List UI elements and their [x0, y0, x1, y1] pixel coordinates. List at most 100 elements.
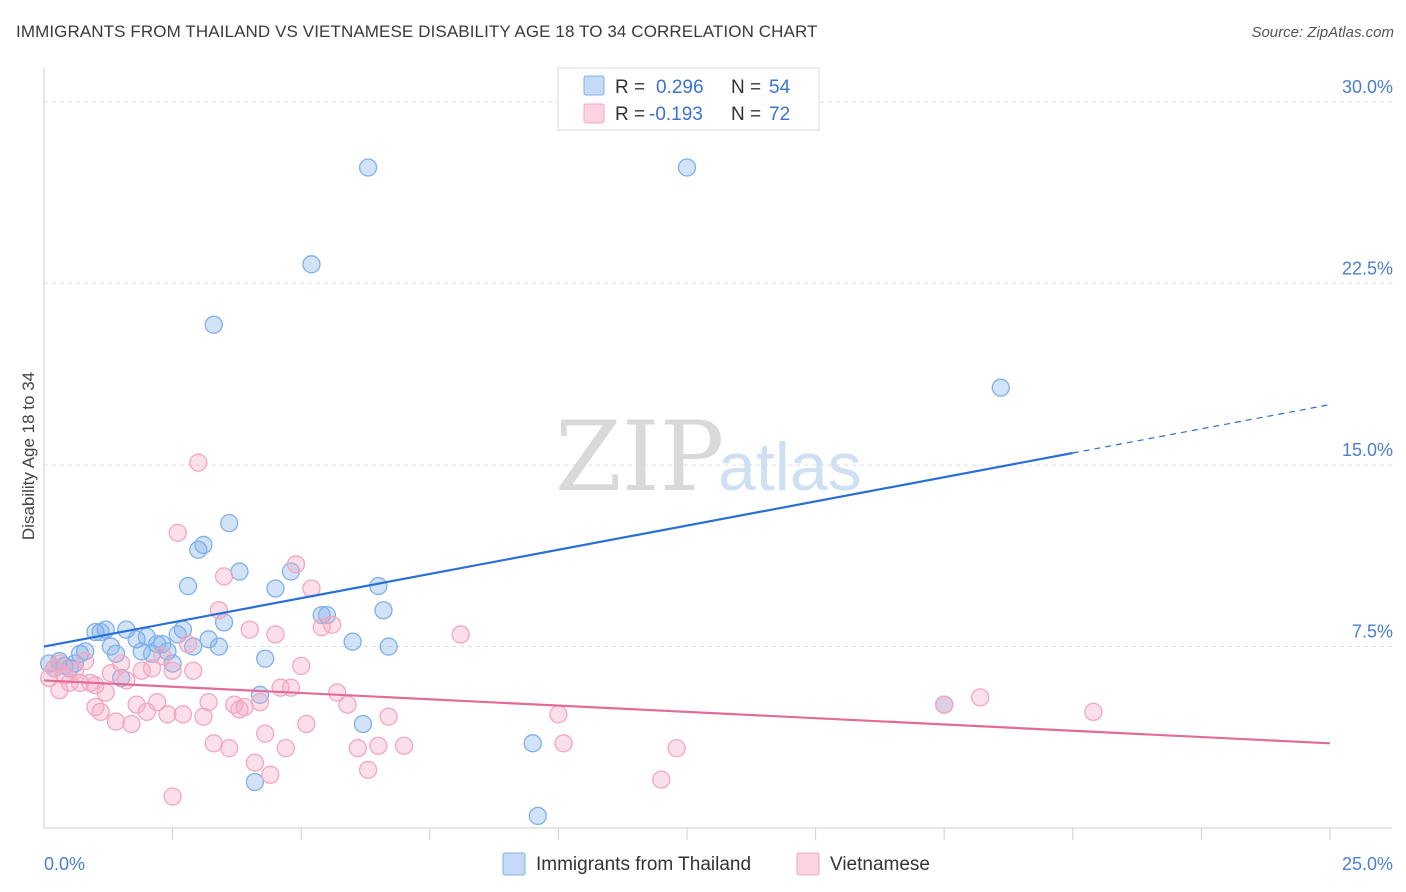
thailand-trend-line [43, 451, 1074, 648]
vietnamese-point [112, 654, 131, 673]
thailand-point [302, 255, 321, 274]
vietnamese-point [261, 765, 280, 784]
axes [43, 68, 1392, 840]
legend-n-value-thailand: 54 [769, 77, 791, 98]
vietnamese-point [184, 661, 203, 680]
thailand-point [220, 514, 239, 533]
vietnamese-point [91, 702, 110, 722]
thailand-point [369, 576, 388, 596]
vietnamese-point [220, 739, 239, 758]
vietnamese-point [652, 770, 671, 789]
thailand-point [76, 642, 95, 661]
thailand-point [353, 714, 373, 734]
vietnamese-point [322, 615, 342, 634]
vietnamese-point [549, 705, 568, 724]
x-tick-label-max: 25.0% [1342, 854, 1393, 874]
watermark: ZIP atlas [555, 401, 862, 513]
thailand-point [194, 535, 213, 555]
bottom-legend-swatch-thailand [502, 852, 526, 876]
vietnamese-point [204, 734, 223, 753]
vietnamese-point [163, 661, 182, 680]
vietnamese-point [369, 736, 388, 755]
vietnamese-point [1084, 702, 1103, 722]
vietnamese-point [173, 705, 193, 724]
vietnamese-point [50, 654, 69, 673]
thailand-point [204, 315, 223, 334]
legend-swatch-vietnamese [583, 103, 605, 124]
legend-n-value-vietnamese: 72 [769, 104, 790, 125]
vietnamese-point [286, 555, 306, 574]
vietnamese-point [148, 693, 167, 712]
legend-n-label-thailand: N = [731, 77, 761, 98]
vietnamese-point [266, 625, 285, 644]
watermark-zip: ZIP [555, 401, 724, 513]
vietnamese-point [276, 739, 295, 758]
vietnamese-point [451, 625, 470, 644]
thailand-point [528, 806, 547, 826]
vietnamese-point [297, 714, 316, 734]
vietnamese-point [338, 695, 357, 714]
vietnamese-point [250, 693, 270, 712]
thailand-point [106, 644, 126, 663]
thailand-point [256, 649, 275, 668]
vietnamese-point [163, 787, 182, 806]
thailand-trend-extension [1072, 404, 1331, 454]
grid-lines [44, 101, 1392, 648]
vietnamese-point [235, 697, 254, 717]
thailand-point [991, 378, 1010, 397]
vietnamese-point [117, 671, 136, 690]
thailand-point [245, 772, 265, 792]
vietnamese-point [935, 695, 954, 714]
thailand-point [379, 637, 398, 656]
thailand-point [266, 579, 285, 598]
legend-r-value-thailand: 0.296 [656, 77, 704, 98]
vietnamese-point [394, 736, 414, 755]
vietnamese-point [667, 739, 686, 758]
vietnamese-point [39, 668, 59, 688]
y-tick-label: 15.0% [1342, 440, 1393, 460]
vietnamese-point [76, 651, 95, 671]
vietnamese-point [256, 724, 275, 743]
vietnamese-point [153, 647, 172, 666]
bottom-legend-label-vietnamese: Vietnamese [830, 854, 930, 875]
series-vietnamese-points [39, 453, 1103, 806]
vietnamese-point [240, 620, 259, 639]
vietnamese-point [292, 656, 311, 676]
vietnamese-point [214, 567, 234, 586]
y-axis-title: Disability Age 18 to 34 [19, 372, 38, 540]
vietnamese-point [971, 688, 990, 707]
y-tick-label: 30.0% [1342, 77, 1393, 97]
vietnamese-point [328, 683, 347, 702]
series-legend: Immigrants from Thailand Vietnamese [502, 852, 930, 876]
vietnamese-point [379, 707, 398, 726]
chart-title: IMMIGRANTS FROM THAILAND VS VIETNAMESE D… [16, 22, 818, 41]
legend-r-label-thailand: R = [615, 77, 645, 98]
watermark-atlas: atlas [718, 429, 862, 505]
vietnamese-point [158, 705, 177, 724]
vietnamese-point [199, 693, 218, 712]
vietnamese-point [554, 734, 573, 753]
vietnamese-point [245, 753, 265, 772]
thailand-point [374, 601, 393, 620]
legend-swatch-thailand [583, 75, 605, 96]
thailand-point [137, 627, 157, 647]
thailand-point [178, 576, 198, 596]
vietnamese-point [127, 695, 146, 714]
thailand-point [163, 654, 182, 673]
thailand-point [358, 158, 378, 177]
legend-r-value-vietnamese: -0.193 [649, 104, 703, 125]
chart-source: Source: ZipAtlas.com [1251, 24, 1394, 41]
vietnamese-point [209, 601, 229, 620]
vietnamese-point [142, 659, 162, 678]
thailand-point [343, 632, 362, 651]
y-tick-label: 7.5% [1352, 622, 1393, 642]
legend-r-label-vietnamese: R = [615, 104, 645, 125]
y-tick-labels: 7.5% 15.0% 22.5% 30.0% [1342, 77, 1393, 641]
thailand-point [677, 158, 697, 177]
legend-n-label-vietnamese: N = [731, 104, 761, 125]
vietnamese-point [348, 739, 367, 758]
x-tick-label-min: 0.0% [44, 854, 85, 874]
trend-lines [43, 404, 1331, 745]
vietnamese-trend-line [43, 679, 1331, 745]
